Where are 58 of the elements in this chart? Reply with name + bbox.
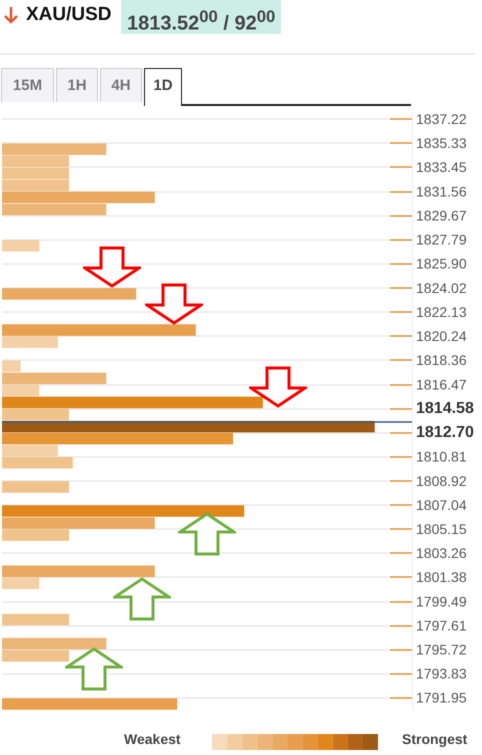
bar <box>2 481 70 493</box>
bar <box>2 444 58 457</box>
y-tick-label: 1810.81 <box>416 448 467 465</box>
y-tick-label: 1822.13 <box>416 304 467 320</box>
y-tick-label: 1827.79 <box>416 232 467 248</box>
y-tick-label: 1837.22 <box>416 111 467 128</box>
y-tick-label: 1818.36 <box>416 352 467 368</box>
bar <box>2 432 234 444</box>
bar <box>2 638 106 650</box>
y-tick-label: 1801.38 <box>416 569 467 586</box>
bar <box>2 698 178 710</box>
bar <box>2 614 70 626</box>
y-tick-label: 1808.92 <box>416 472 467 489</box>
text: Strongest <box>402 731 468 747</box>
text: 15M <box>1 68 54 102</box>
text: 1D <box>144 68 182 106</box>
y-tick-label: 1816.47 <box>416 376 467 392</box>
text: Weakest <box>124 731 181 747</box>
y-tick-label: 1829.67 <box>416 208 467 224</box>
y-tick-label: 1793.83 <box>416 666 467 682</box>
bar <box>2 360 21 372</box>
bar <box>2 505 244 517</box>
y-tick-label: 1824.02 <box>416 280 467 296</box>
text: 4H <box>100 68 142 102</box>
text: 1H <box>56 68 98 102</box>
bar <box>2 384 40 396</box>
y-tick-label: 1805.15 <box>416 520 467 537</box>
bar <box>2 143 106 155</box>
bar <box>2 650 70 662</box>
bar <box>2 288 136 300</box>
y-tick-label: 1812.70 <box>416 424 474 441</box>
y-tick-label: 1799.49 <box>416 593 467 610</box>
bar <box>2 457 73 469</box>
y-tick-label: 1825.90 <box>416 256 467 272</box>
bar <box>2 566 155 578</box>
bar <box>2 529 70 541</box>
bar <box>2 517 155 529</box>
y-tick-label: 1814.58 <box>416 400 474 417</box>
y-tick-label: 1795.72 <box>416 642 467 658</box>
y-tick-label: 1820.24 <box>416 328 467 344</box>
bar <box>2 396 263 408</box>
bar <box>2 192 155 204</box>
y-tick-label: 1797.61 <box>416 617 467 634</box>
y-tick-label: 1831.56 <box>416 183 467 200</box>
y-tick-label: 1835.33 <box>416 135 467 152</box>
y-tick-label: 1791.95 <box>416 690 467 706</box>
bar <box>2 204 106 216</box>
y-tick-label: 1833.45 <box>416 159 467 176</box>
bar <box>2 324 196 336</box>
bar <box>2 408 70 420</box>
bar <box>2 372 106 384</box>
chart-title: XAU/USD <box>26 4 112 26</box>
bar <box>2 240 40 252</box>
bar <box>2 578 40 590</box>
y-tick-label: 1803.26 <box>416 545 467 562</box>
y-tick-label: 1807.04 <box>416 496 467 513</box>
chart-subtitle: 1813.52$^{00}$ / 92$^{00}$ <box>121 0 282 35</box>
bar <box>2 336 58 348</box>
